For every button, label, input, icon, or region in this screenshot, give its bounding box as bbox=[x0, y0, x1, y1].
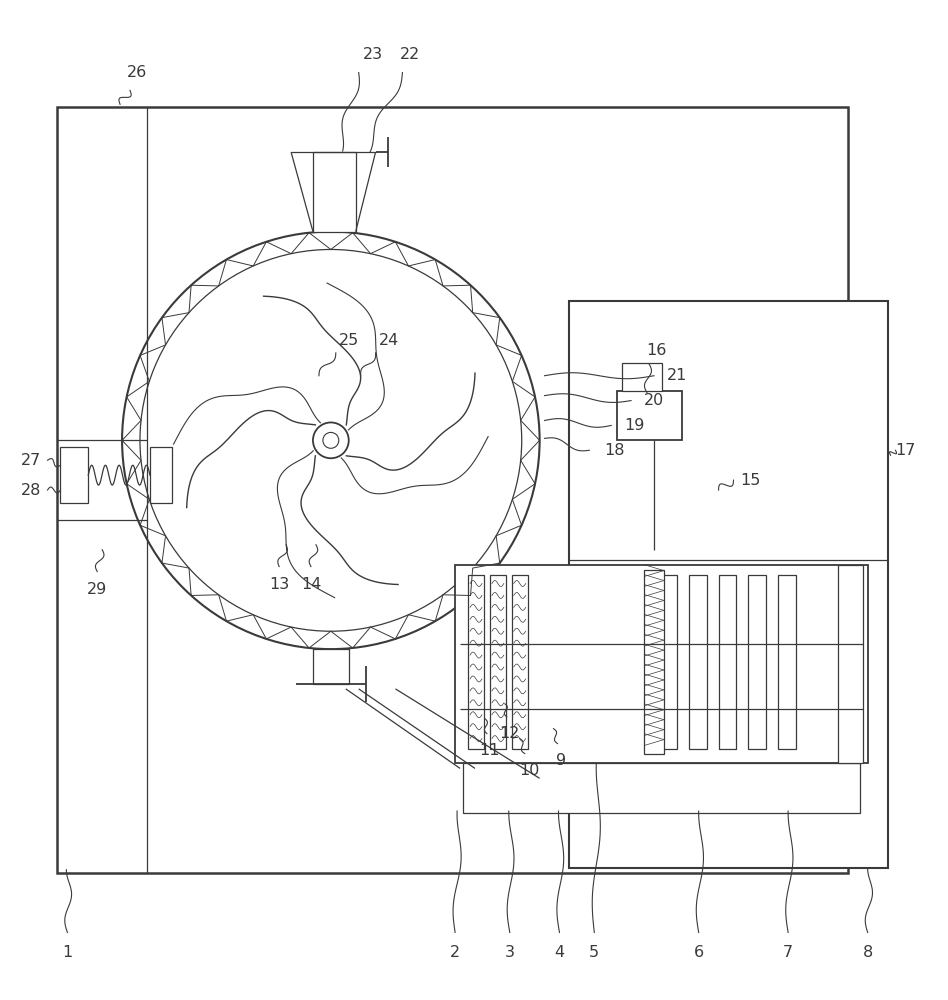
Text: 24: 24 bbox=[378, 333, 398, 348]
Text: 25: 25 bbox=[338, 333, 359, 348]
Text: 19: 19 bbox=[624, 418, 645, 433]
Text: 28: 28 bbox=[21, 483, 41, 498]
Bar bbox=[490, 575, 506, 749]
Text: 5: 5 bbox=[590, 945, 599, 960]
Bar bbox=[689, 575, 706, 749]
Bar bbox=[58, 107, 848, 873]
Text: 6: 6 bbox=[694, 945, 703, 960]
Bar bbox=[313, 649, 349, 684]
Text: 14: 14 bbox=[301, 577, 321, 592]
Text: 23: 23 bbox=[362, 47, 383, 62]
Text: 18: 18 bbox=[604, 443, 625, 458]
Text: 22: 22 bbox=[400, 47, 421, 62]
Bar bbox=[617, 391, 682, 440]
Bar bbox=[61, 447, 88, 503]
Bar bbox=[313, 152, 356, 232]
Bar bbox=[644, 570, 664, 754]
Bar bbox=[622, 363, 662, 391]
Circle shape bbox=[313, 422, 349, 458]
Bar bbox=[463, 763, 860, 813]
Text: 9: 9 bbox=[556, 753, 567, 768]
Circle shape bbox=[323, 432, 338, 448]
Text: 4: 4 bbox=[555, 945, 565, 960]
Text: 29: 29 bbox=[87, 582, 107, 597]
Text: 15: 15 bbox=[740, 473, 760, 488]
Bar bbox=[748, 575, 766, 749]
Text: 17: 17 bbox=[895, 443, 916, 458]
Text: 7: 7 bbox=[783, 945, 793, 960]
Bar bbox=[659, 575, 677, 749]
Bar bbox=[455, 565, 867, 763]
Bar bbox=[778, 575, 796, 749]
Text: 20: 20 bbox=[644, 393, 664, 408]
Bar bbox=[838, 565, 863, 763]
Text: 21: 21 bbox=[666, 368, 687, 383]
Text: 10: 10 bbox=[520, 763, 539, 778]
Text: 2: 2 bbox=[450, 945, 460, 960]
Text: 8: 8 bbox=[863, 945, 873, 960]
Text: 11: 11 bbox=[480, 743, 501, 758]
Bar bbox=[570, 301, 887, 868]
Text: 1: 1 bbox=[63, 945, 72, 960]
Bar bbox=[150, 447, 172, 503]
Text: 12: 12 bbox=[500, 726, 520, 741]
Bar bbox=[719, 575, 737, 749]
Bar bbox=[512, 575, 528, 749]
Text: 16: 16 bbox=[647, 343, 667, 358]
Text: 27: 27 bbox=[21, 453, 41, 468]
Text: 13: 13 bbox=[269, 577, 289, 592]
Text: 26: 26 bbox=[127, 65, 147, 80]
Text: 3: 3 bbox=[504, 945, 515, 960]
Bar bbox=[468, 575, 483, 749]
